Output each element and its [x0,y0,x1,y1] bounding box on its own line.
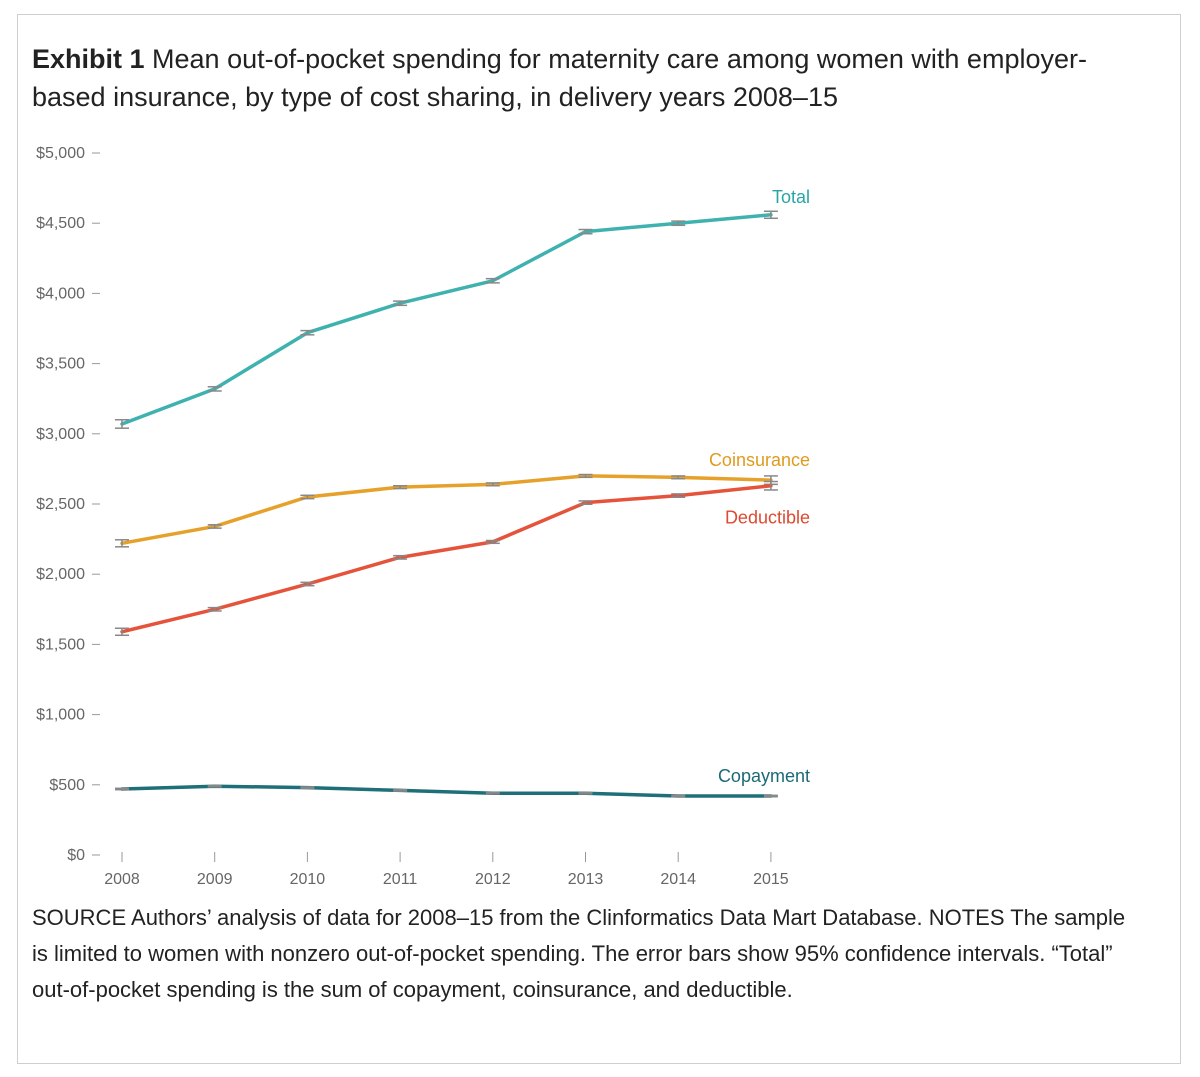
y-tick-label: $4,000 [36,285,85,302]
x-tick-label: 2014 [660,871,696,888]
deductible-series-line [120,483,773,634]
x-tick-label: 2011 [383,871,418,888]
copayment-series-line [120,784,773,798]
deductible-series-label: Deductible [725,508,810,528]
y-tick-label: $1,500 [36,636,85,653]
coinsurance-series-label: Coinsurance [709,450,810,470]
exhibit-number: Exhibit 1 [32,44,145,74]
total-series-line [120,213,773,426]
exhibit-frame [17,14,1181,1064]
y-tick-label: $5,000 [36,145,85,162]
source-note: SOURCE Authors’ analysis of data for 200… [32,905,1126,1002]
x-tick-label: 2009 [197,871,233,888]
y-tick-label: $3,500 [36,356,85,373]
x-tick-label: 2012 [475,871,511,888]
y-tick-label: $4,500 [36,215,85,232]
copayment-series-label: Copayment [718,766,810,786]
y-tick-label: $2,500 [36,496,85,513]
y-tick-label: $3,000 [36,426,85,443]
y-tick-label: $1,000 [36,707,85,724]
y-tick-label: $500 [49,777,85,794]
y-tick-label: $2,000 [36,566,85,583]
x-tick-label: 2010 [290,871,326,888]
y-tick-label: $0 [67,847,85,864]
coinsurance-series-line [120,474,773,546]
x-tick-label: 2015 [753,871,789,888]
line-chart: $0 $500 $1,000 $1,500 $2,000 $2,500 $3,000 $3,5… [36,145,810,888]
total-series-label: Total [772,187,810,207]
x-tick-label: 2008 [104,871,140,888]
exhibit-title-text: Mean out-of-pocket spending for maternit… [32,44,1087,112]
x-tick-label: 2013 [568,871,604,888]
exhibit-title: Exhibit 1 Mean out-of-pocket spending fo… [32,40,1152,116]
